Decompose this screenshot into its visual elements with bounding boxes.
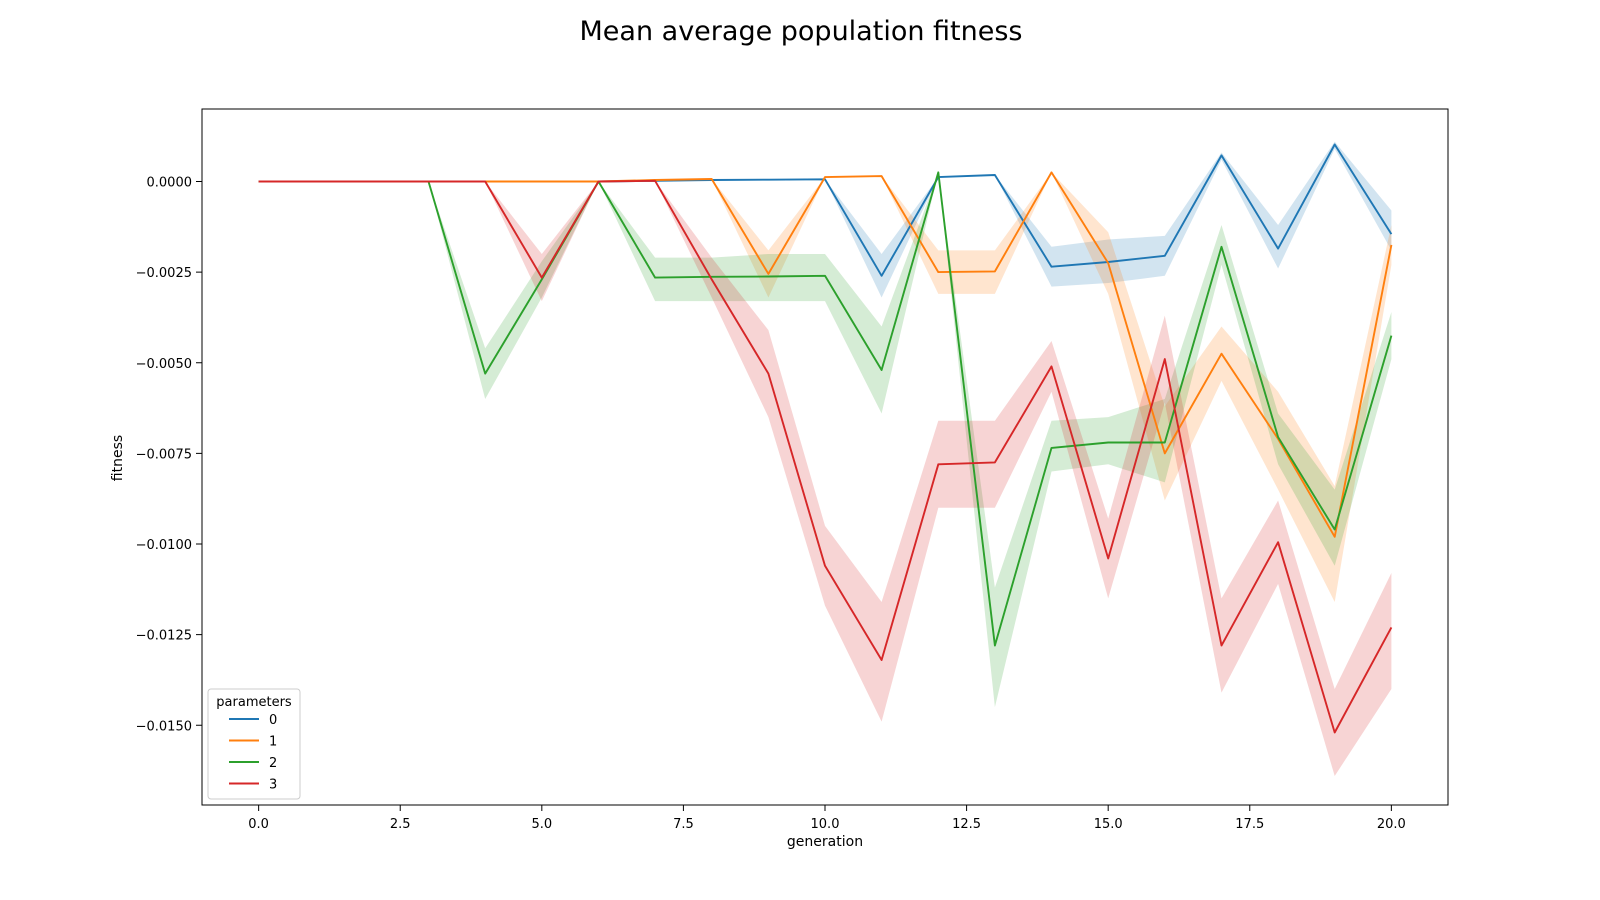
series-1-band <box>258 172 1392 602</box>
x-tick-label: 10.0 <box>811 817 840 832</box>
y-tick-label: 0.0000 <box>147 176 193 191</box>
x-tick-label: 20.0 <box>1377 817 1406 832</box>
confidence-bands <box>258 141 1392 777</box>
x-axis-ticks: 0.0 2.5 5.0 7.5 10.0 12.5 15.0 17.5 20.0 <box>248 805 1406 832</box>
x-tick-label: 12.5 <box>952 817 981 832</box>
x-tick-label: 2.5 <box>390 817 411 832</box>
legend-label-3: 3 <box>269 778 277 793</box>
x-tick-label: 17.5 <box>1235 817 1264 832</box>
legend-label-0: 0 <box>269 713 277 728</box>
y-tick-label: −0.0125 <box>136 629 192 644</box>
legend-label-1: 1 <box>269 735 277 750</box>
chart-title: Mean average population fitness <box>580 16 1023 47</box>
series-3-line <box>258 179 1393 734</box>
x-axis-label: generation <box>787 834 863 850</box>
legend-title: parameters <box>216 695 292 710</box>
y-tick-label: −0.0075 <box>136 447 192 462</box>
y-axis-label: fitness <box>110 435 126 481</box>
x-tick-label: 5.0 <box>531 817 552 832</box>
y-tick-label: −0.0050 <box>136 357 192 372</box>
y-axis-ticks: 0.0000 −0.0025 −0.0050 −0.0075 −0.0100 −0.012… <box>136 176 202 734</box>
legend: parameters 0 1 2 3 <box>207 688 301 800</box>
x-tick-label: 7.5 <box>673 817 694 832</box>
y-tick-label: −0.0025 <box>136 266 192 281</box>
y-tick-label: −0.0100 <box>136 538 192 553</box>
series-2-line <box>258 171 1393 647</box>
x-tick-label: 0.0 <box>248 817 269 832</box>
y-tick-label: −0.0150 <box>136 719 192 734</box>
legend-items: 0 1 2 3 <box>229 713 277 793</box>
series-0-band <box>258 141 1392 298</box>
series-lines <box>258 143 1393 734</box>
x-tick-label: 15.0 <box>1094 817 1123 832</box>
legend-label-2: 2 <box>269 756 277 771</box>
legend-box <box>207 688 301 800</box>
